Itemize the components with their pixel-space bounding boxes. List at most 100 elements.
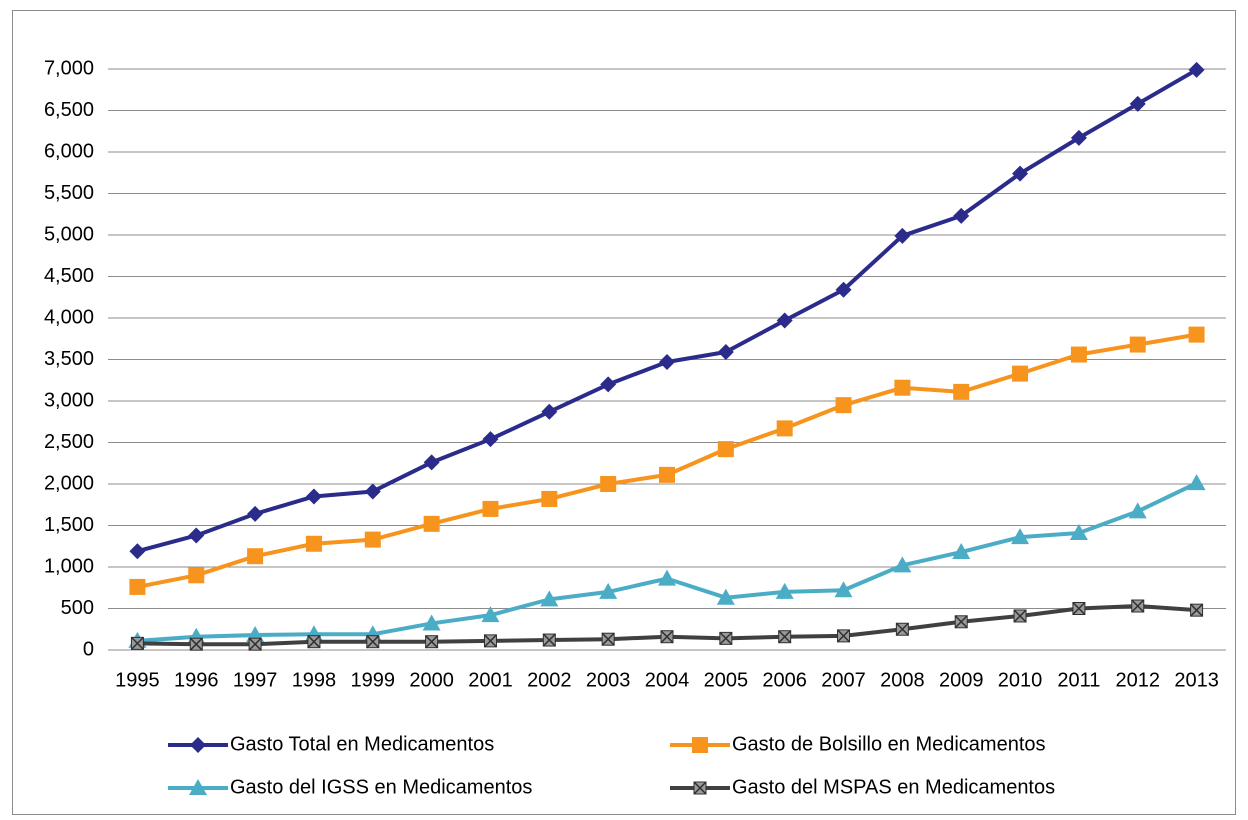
x-tick-label: 2002 [527,669,572,691]
marker [719,631,733,645]
y-tick-label: 4,000 [44,306,94,328]
marker [1012,165,1029,182]
marker [716,588,735,605]
y-tick-label: 2,000 [44,472,94,494]
marker [599,582,618,599]
marker [894,379,911,396]
x-tick-label: 2004 [645,669,690,691]
legend-item: Gasto del IGSS en Medicamentos [168,776,532,798]
marker [422,614,441,631]
marker [1190,603,1204,617]
marker [893,556,912,573]
x-tick-label: 2008 [880,669,925,691]
marker [601,632,615,646]
marker [247,548,264,565]
y-tick-label: 6,000 [44,140,94,162]
marker [1070,129,1087,146]
marker-cross [1072,601,1086,616]
marker [188,567,205,584]
marker [1011,528,1030,545]
x-tick-label: 1998 [292,669,337,691]
marker [189,637,203,651]
marker [778,630,792,644]
marker-cross [601,632,615,646]
y-tick-label: 3,500 [44,348,94,370]
marker [130,636,144,650]
marker [425,635,439,649]
marker [1072,601,1086,616]
y-tick-label: 4,500 [44,265,94,287]
x-tick-label: 2005 [704,669,749,691]
marker [1128,502,1147,519]
marker-cross [425,635,439,649]
marker [894,227,911,244]
y-tick-label: 0 [83,638,94,660]
marker [423,515,440,532]
marker [1012,365,1029,382]
marker [776,312,793,329]
marker-cross [189,637,203,651]
marker [659,353,675,370]
x-tick-label: 2013 [1174,669,1219,691]
marker [775,582,794,599]
marker [895,622,909,636]
x-tick-label: 1999 [351,669,396,691]
marker [1188,61,1205,78]
marker [129,543,146,560]
x-tick-label: 2012 [1115,669,1160,691]
x-tick-label: 2007 [821,669,866,691]
y-tick-label: 7,000 [44,57,94,79]
marker [776,420,793,437]
marker [482,431,499,448]
marker [717,441,734,458]
marker-cross [130,636,144,650]
marker [541,490,558,507]
marker-cross [693,781,707,795]
marker [1187,474,1206,491]
marker [540,590,559,607]
y-tick-label: 3,000 [44,389,94,411]
legend-item: Gasto de Bolsillo en Medicamentos [670,733,1046,755]
marker [1188,326,1205,343]
y-tick-label: 5,500 [44,182,94,204]
marker [1129,95,1146,112]
y-tick-label: 1,500 [44,514,94,536]
legend-item: Gasto del MSPAS en Medicamentos [670,776,1055,798]
x-tick-label: 2001 [468,669,513,691]
marker [248,637,262,651]
marker [835,281,852,298]
marker [693,781,707,795]
marker [483,634,498,648]
marker [660,630,674,644]
y-tick-label: 500 [61,597,94,619]
x-tick-label: 2009 [939,669,984,691]
marker [1069,523,1088,540]
marker [307,635,321,649]
marker-cross [366,635,380,649]
legend-label: Gasto Total en Medicamentos [230,733,494,755]
marker-cross [719,631,733,645]
legend-label: Gasto de Bolsillo en Medicamentos [732,733,1046,755]
marker [600,376,617,393]
marker [542,633,556,647]
marker-cross [1013,609,1027,623]
marker [954,615,968,629]
marker-cross [483,634,498,648]
marker [541,403,558,420]
marker [834,581,853,598]
legend-label: Gasto del MSPAS en Medicamentos [732,776,1055,798]
x-tick-label: 1997 [233,669,278,691]
marker-cross [307,635,321,649]
marker [600,476,617,492]
marker [189,779,207,795]
marker-cross [778,630,792,644]
marker [423,454,440,471]
marker [364,483,381,500]
marker [658,569,676,586]
chart-border [12,10,1236,815]
x-tick-label: 2011 [1057,669,1100,691]
marker [952,543,971,560]
marker-cross [895,622,909,636]
marker [305,488,322,505]
marker [247,505,264,522]
